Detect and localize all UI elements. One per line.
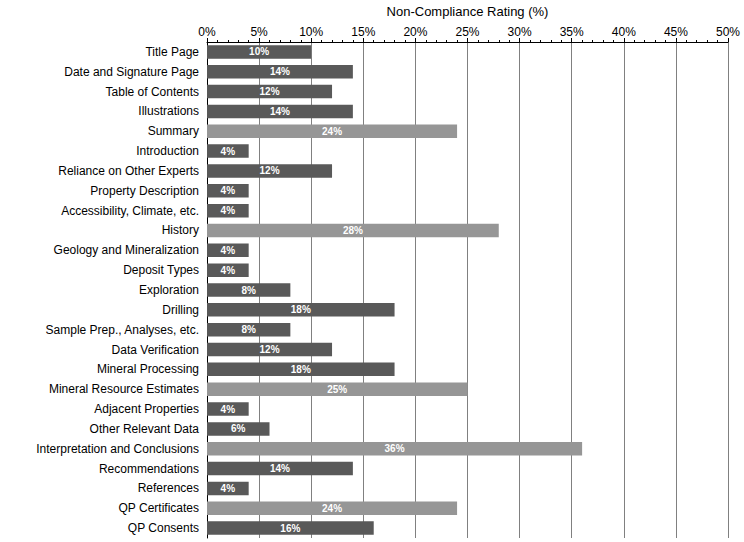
svg-text:10%: 10% bbox=[299, 25, 323, 39]
svg-text:Non-Compliance Rating (%): Non-Compliance Rating (%) bbox=[387, 4, 549, 19]
svg-text:24%: 24% bbox=[322, 126, 342, 137]
svg-text:16%: 16% bbox=[280, 523, 300, 534]
svg-text:5%: 5% bbox=[250, 25, 268, 39]
svg-text:18%: 18% bbox=[291, 364, 311, 375]
svg-text:45%: 45% bbox=[664, 25, 688, 39]
svg-text:Reliance on Other Experts: Reliance on Other Experts bbox=[58, 164, 199, 178]
svg-text:Illustrations: Illustrations bbox=[138, 104, 199, 118]
svg-text:Property Description: Property Description bbox=[90, 184, 199, 198]
svg-text:Drilling: Drilling bbox=[162, 303, 199, 317]
svg-text:4%: 4% bbox=[221, 404, 236, 415]
svg-text:Exploration: Exploration bbox=[139, 283, 199, 297]
svg-text:Date and Signature Page: Date and Signature Page bbox=[64, 65, 199, 79]
svg-text:15%: 15% bbox=[351, 25, 375, 39]
svg-text:50%: 50% bbox=[716, 25, 740, 39]
svg-text:Data Verification: Data Verification bbox=[112, 343, 199, 357]
svg-text:14%: 14% bbox=[270, 463, 290, 474]
svg-text:Interpretation and Conclusions: Interpretation and Conclusions bbox=[36, 442, 199, 456]
svg-text:4%: 4% bbox=[221, 265, 236, 276]
svg-text:Geology and Mineralization: Geology and Mineralization bbox=[54, 243, 199, 257]
svg-text:0%: 0% bbox=[198, 25, 216, 39]
svg-text:Summary: Summary bbox=[148, 124, 199, 138]
svg-text:4%: 4% bbox=[221, 146, 236, 157]
svg-text:12%: 12% bbox=[260, 165, 280, 176]
svg-text:8%: 8% bbox=[241, 285, 256, 296]
svg-text:Accessibility, Climate, etc.: Accessibility, Climate, etc. bbox=[61, 204, 199, 218]
svg-text:Other Relevant Data: Other Relevant Data bbox=[90, 422, 200, 436]
svg-text:QP Consents: QP Consents bbox=[128, 521, 199, 535]
svg-text:Recommendations: Recommendations bbox=[99, 462, 199, 476]
svg-text:25%: 25% bbox=[455, 25, 479, 39]
svg-text:40%: 40% bbox=[612, 25, 636, 39]
svg-text:QP Certificates: QP Certificates bbox=[119, 501, 199, 515]
svg-text:Table of Contents: Table of Contents bbox=[106, 85, 199, 99]
svg-text:Sample Prep., Analyses, etc.: Sample Prep., Analyses, etc. bbox=[46, 323, 199, 337]
svg-text:Mineral Resource Estimates: Mineral Resource Estimates bbox=[49, 382, 199, 396]
svg-text:Title Page: Title Page bbox=[145, 45, 199, 59]
svg-text:14%: 14% bbox=[270, 106, 290, 117]
svg-text:20%: 20% bbox=[403, 25, 427, 39]
svg-text:History: History bbox=[162, 223, 199, 237]
svg-text:35%: 35% bbox=[560, 25, 584, 39]
svg-text:4%: 4% bbox=[221, 185, 236, 196]
svg-text:4%: 4% bbox=[221, 483, 236, 494]
svg-text:Introduction: Introduction bbox=[136, 144, 199, 158]
svg-text:Adjacent Properties: Adjacent Properties bbox=[94, 402, 199, 416]
svg-text:28%: 28% bbox=[343, 225, 363, 236]
svg-text:30%: 30% bbox=[508, 25, 532, 39]
svg-text:4%: 4% bbox=[221, 245, 236, 256]
svg-text:8%: 8% bbox=[241, 324, 256, 335]
svg-text:6%: 6% bbox=[231, 423, 246, 434]
svg-text:12%: 12% bbox=[260, 344, 280, 355]
svg-text:Deposit Types: Deposit Types bbox=[123, 263, 199, 277]
svg-text:24%: 24% bbox=[322, 503, 342, 514]
svg-text:18%: 18% bbox=[291, 304, 311, 315]
svg-text:Mineral Processing: Mineral Processing bbox=[97, 362, 199, 376]
svg-text:25%: 25% bbox=[327, 384, 347, 395]
svg-text:References: References bbox=[138, 481, 199, 495]
svg-text:4%: 4% bbox=[221, 205, 236, 216]
svg-text:12%: 12% bbox=[260, 86, 280, 97]
svg-text:14%: 14% bbox=[270, 66, 290, 77]
svg-text:36%: 36% bbox=[385, 443, 405, 454]
svg-text:10%: 10% bbox=[249, 46, 269, 57]
